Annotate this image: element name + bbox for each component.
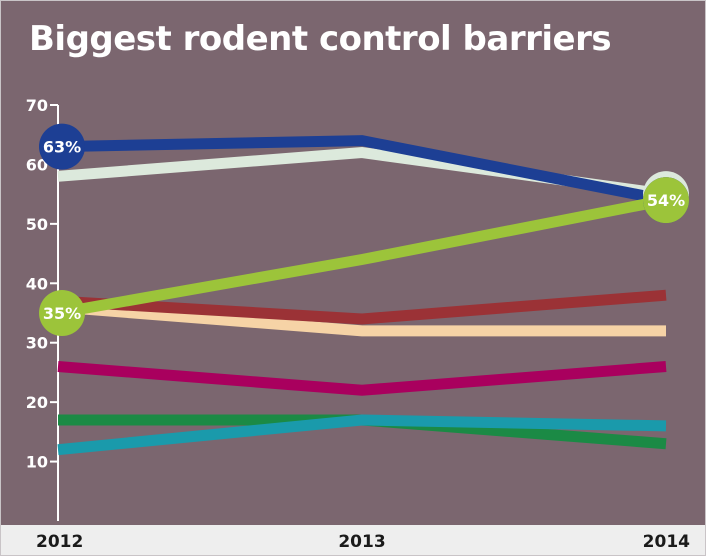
y-tick-label-70: 70 [26, 96, 48, 115]
x-tick-label-2013: 2013 [338, 532, 385, 552]
y-tick-label-20: 20 [26, 393, 48, 412]
x-tick-label-2012: 2012 [36, 532, 83, 552]
series-line-8 [57, 194, 668, 319]
y-tick-label-30: 30 [26, 334, 48, 353]
series-line-5 [57, 414, 667, 456]
series-line-3 [57, 361, 667, 396]
chart-title: Biggest rodent control barriers [29, 19, 612, 59]
data-label-s7-0: 63% [43, 138, 81, 157]
y-tick-label-10: 10 [26, 453, 48, 472]
series-line-6 [57, 147, 667, 200]
y-tick-label-60: 60 [26, 155, 48, 174]
series-line-7 [57, 135, 668, 206]
data-label-s8-2: 54% [647, 191, 685, 210]
data-label-bubble-s7-0 [39, 123, 85, 170]
data-label-s8-0: 35% [43, 304, 81, 323]
series-line-1 [57, 301, 666, 337]
series-line-2 [57, 289, 667, 325]
y-tick-label-50: 50 [26, 215, 48, 234]
data-label-bubble-s8-0 [39, 290, 85, 336]
y-tick-label-40: 40 [26, 274, 48, 293]
x-tick-label-2014: 2014 [643, 532, 690, 552]
data-label-bubble-s8-2 [643, 177, 689, 224]
x-axis-label-strip [1, 525, 705, 555]
